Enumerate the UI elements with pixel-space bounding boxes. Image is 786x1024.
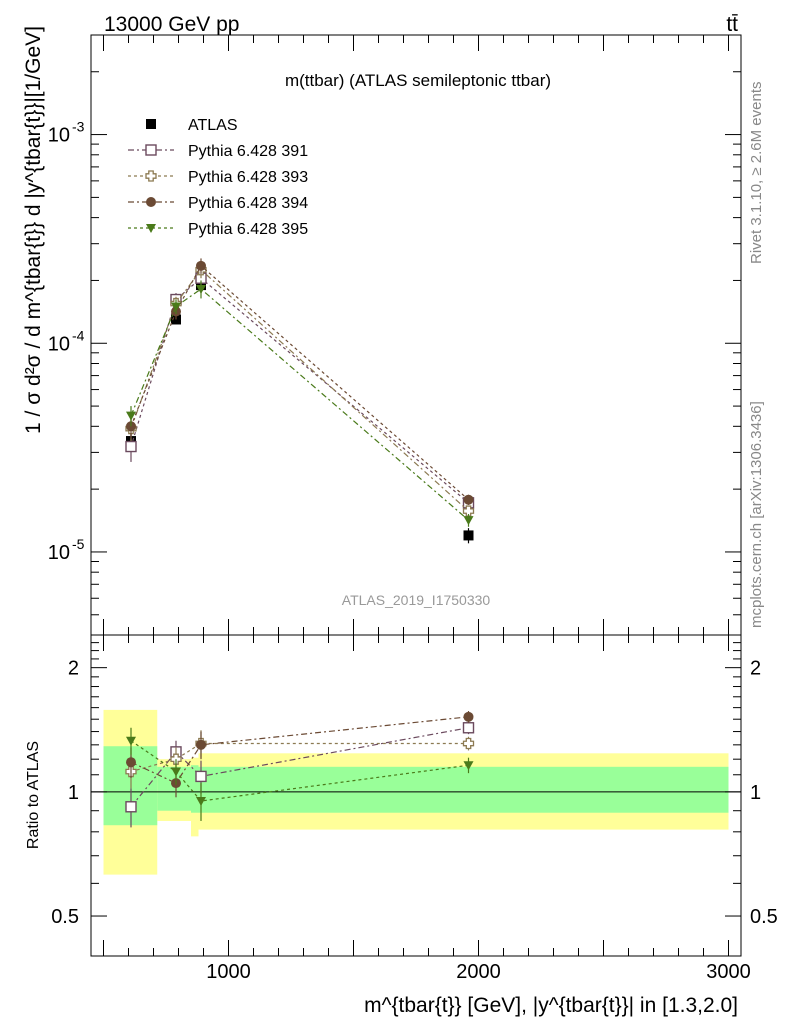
y-tick-label: 10 [48, 333, 70, 355]
legend-marker [146, 119, 156, 129]
ratio-axis-ticks: 0.5 0.5 1 1 2 2 1000 2000 3000 [51, 634, 778, 983]
main-data-point [126, 411, 136, 421]
mcplots-reference-label: mcplots.cern.ch [arXiv:1306.3436] [748, 401, 765, 628]
ratio-y-tick-label-right: 1 [750, 782, 761, 804]
main-y-axis-label: 1 / σ d²σ / d m^{tbar{t}} d |y^{tbar{t}}… [22, 26, 45, 434]
ratio-data-point [126, 736, 136, 746]
y-tick-label-exponent: -3 [72, 119, 85, 135]
legend-label: Pythia 6.428 394 [188, 195, 308, 212]
x-axis-label: m^{tbar{t}} [GeV], |y^{tbar{t}}| in [1.3… [364, 994, 738, 1017]
main-data-point [196, 260, 206, 271]
main-panel: 10-510-410-3 m(ttbar) (ATLAS semileptoni… [22, 26, 742, 636]
header-collision-label: 13000 GeV pp [104, 13, 239, 36]
ratio-uncertainty-bands [91, 709, 741, 875]
ratio-data-layer [125, 711, 475, 828]
y-tick-label: 10 [48, 125, 70, 147]
legend-marker [146, 197, 156, 207]
main-axis-ticks: 10-510-410-3 [48, 34, 741, 636]
x-tick-label: 2000 [456, 961, 501, 983]
ratio-series-line [130, 716, 469, 784]
ratio-y-tick-label-right: 0.5 [750, 906, 778, 928]
ratio-data-point [125, 801, 137, 813]
x-tick-label: 1000 [206, 961, 251, 983]
main-series-line [130, 268, 469, 512]
ratio-data-point [463, 711, 474, 722]
main-data-point [463, 530, 474, 541]
ratio-data-point [195, 770, 207, 783]
ratio-y-tick-label: 0.5 [51, 906, 79, 928]
legend-marker [145, 144, 157, 156]
ratio-data-point [126, 757, 136, 768]
header-process-label: tt̄ [726, 13, 738, 36]
legend: ATLAS Pythia 6.428 391 Pythia 6.428 393 Pyt… [128, 117, 308, 238]
ratio-data-point [196, 739, 206, 750]
main-data-point [196, 284, 206, 294]
ratio-data-point [462, 722, 475, 734]
green-band [198, 766, 729, 813]
y-tick-label-exponent: -5 [72, 536, 85, 552]
main-data-point [171, 302, 181, 312]
green-band [157, 766, 191, 811]
ratio-y-tick-label: 1 [68, 782, 79, 804]
ratio-data-point [463, 761, 474, 771]
legend-marker [146, 224, 156, 233]
legend-label: Pythia 6.428 393 [188, 169, 308, 186]
ratio-y-tick-label: 2 [68, 658, 79, 680]
main-series-line [130, 264, 469, 501]
ratio-y-axis-label: Ratio to ATLAS [25, 741, 42, 849]
ratio-data-point [196, 797, 206, 807]
y-tick-label: 10 [48, 542, 70, 564]
analysis-watermark: ATLAS_2019_I1750330 [342, 592, 491, 608]
ratio-panel: 0.5 0.5 1 1 2 2 1000 2000 3000 Ratio to ATLAS m^… [25, 634, 778, 1017]
ratio-series-line [130, 742, 469, 773]
rivet-version-label: Rivet 3.1.10, ≥ 2.6M events [748, 82, 765, 265]
legend-label: Pythia 6.428 395 [188, 221, 308, 238]
ratio-frame [90, 634, 742, 957]
ratio-series-line [130, 740, 469, 802]
legend-label: Pythia 6.428 391 [188, 143, 308, 160]
main-data-point [125, 440, 137, 453]
chart-title: m(ttbar) (ATLAS semileptonic ttbar) [285, 71, 551, 90]
main-series-line [130, 288, 469, 521]
x-tick-label: 3000 [706, 961, 751, 983]
legend-label: ATLAS [188, 117, 238, 134]
y-tick-label-exponent: -4 [72, 327, 85, 343]
main-series-line [130, 277, 469, 504]
main-data-layer [125, 258, 475, 544]
main-data-point [462, 505, 475, 517]
green-band [191, 765, 199, 813]
main-data-point [463, 516, 474, 526]
ratio-y-tick-label-right: 2 [750, 658, 761, 680]
legend-marker [145, 170, 157, 182]
ratio-data-point [462, 737, 475, 750]
main-data-point [463, 494, 474, 505]
ratio-data-point [171, 767, 181, 777]
